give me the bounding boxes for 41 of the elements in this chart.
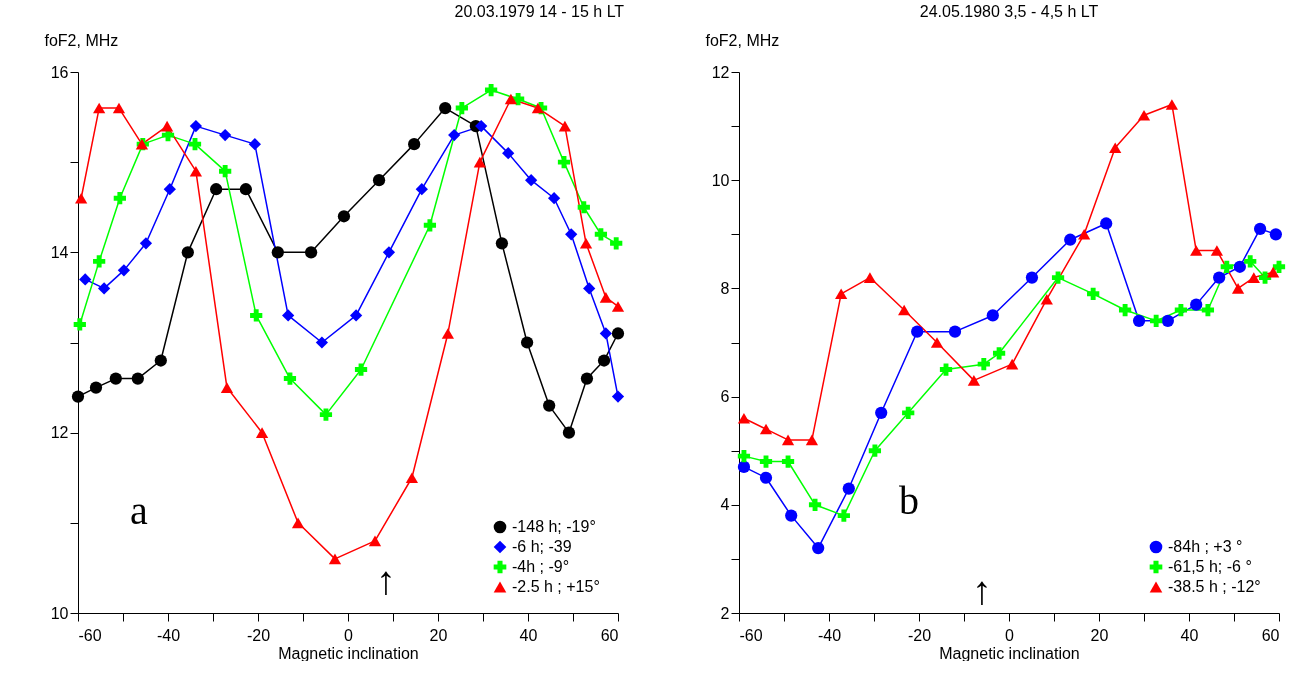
y-axis-title: foF2, MHz	[705, 31, 780, 49]
y-tick-label: 4	[720, 496, 730, 514]
y-tick-label: 6	[720, 388, 730, 406]
x-tick-label: 60	[1261, 626, 1280, 644]
legend-label: -2.5 h ; +15°	[512, 578, 600, 595]
y-axis-title: foF2, MHz	[44, 31, 119, 49]
legend-label: -61,5 h; -6 °	[1168, 558, 1252, 575]
y-tick-label: 10	[711, 171, 730, 189]
annotation: ↑	[972, 568, 992, 612]
x-tick-label: 40	[519, 626, 538, 644]
x-tick-label: 20	[429, 626, 448, 644]
chart-title: 24.05.1980 3,5 - 4,5 h LT	[919, 3, 1099, 20]
y-tick-label: 2	[720, 604, 730, 622]
chart-title: 20.03.1979 14 - 15 h LT	[454, 3, 625, 20]
annotation: a	[130, 488, 148, 533]
x-tick-label: -20	[907, 626, 932, 644]
x-tick-label: 60	[600, 626, 619, 644]
y-tick-label: 12	[711, 63, 730, 81]
x-axis-title: Magnetic inclination	[939, 644, 1080, 662]
annotation: b	[899, 478, 919, 523]
x-tick-label: -40	[817, 626, 842, 644]
y-tick-label: 16	[50, 63, 69, 81]
x-tick-label: 20	[1090, 626, 1109, 644]
y-tick-label: 10	[50, 604, 69, 622]
legend-label: -4h ; -9°	[512, 558, 570, 575]
annotation: ↑	[376, 558, 396, 602]
y-tick-label: 14	[50, 243, 69, 261]
x-tick-label: 0	[1005, 626, 1015, 644]
x-tick-label: -40	[156, 626, 181, 644]
legend-label: -84h ; +3 °	[1168, 538, 1243, 555]
y-tick-label: 12	[50, 424, 69, 442]
x-tick-label: -20	[246, 626, 271, 644]
x-axis-title: Magnetic inclination	[278, 644, 419, 662]
legend-label: -38.5 h ; -12°	[1168, 578, 1261, 595]
legend-label: -148 h; -19°	[512, 518, 596, 535]
legend-label: -6 h; -39	[512, 538, 572, 555]
x-tick-label: -60	[739, 626, 763, 644]
x-tick-label: 40	[1180, 626, 1199, 644]
y-tick-label: 8	[720, 279, 730, 297]
x-tick-label: -60	[78, 626, 102, 644]
x-tick-label: 0	[344, 626, 354, 644]
